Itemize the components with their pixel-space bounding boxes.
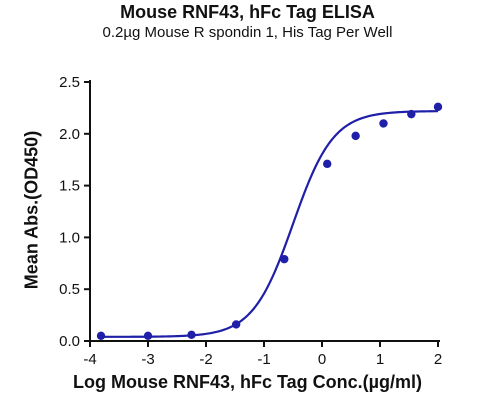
x-axis-label: Log Mouse RNF43, hFc Tag Conc.(µg/ml): [72, 372, 423, 392]
x-tick-label: 0: [318, 351, 326, 368]
x-tick-label: -1: [257, 351, 270, 368]
chart-title: Mouse RNF43, hFc Tag ELISA: [120, 2, 375, 22]
data-point: [96, 331, 106, 341]
y-tick-label: 0.5: [59, 281, 80, 298]
x-tick-label: -3: [141, 351, 154, 368]
fit-curve: [101, 110, 439, 338]
y-tick-label: 0.0: [59, 333, 80, 350]
y-tick-label: 1.0: [59, 229, 80, 246]
y-axis-label: Mean Abs.(OD450): [21, 130, 42, 290]
axes: -4 -3 -2 -1 0 1 2 0.0 0.5 1.0 1.5 2.0 2.5: [59, 74, 442, 368]
data-points-layer: [96, 102, 443, 341]
x-tick-label: 2: [434, 351, 442, 368]
chart-subtitle: 0.2µg Mouse R spondin 1, His Tag Per Wel…: [102, 24, 393, 41]
data-point: [407, 109, 416, 119]
fit-curve-layer: [101, 110, 439, 338]
data-point: [379, 119, 388, 128]
data-point: [143, 331, 153, 341]
data-point: [280, 254, 289, 264]
y-tick-label: 2.5: [59, 74, 80, 91]
data-point: [231, 320, 241, 329]
data-point: [187, 330, 196, 339]
data-point: [351, 131, 360, 141]
x-tick-label: -2: [199, 351, 212, 368]
x-tick-label: 1: [376, 351, 384, 368]
y-tick-label: 2.0: [59, 126, 80, 143]
y-tick-label: 1.5: [59, 178, 80, 195]
x-tick-label: -4: [83, 351, 96, 368]
data-point: [323, 159, 332, 169]
data-point: [433, 102, 443, 112]
